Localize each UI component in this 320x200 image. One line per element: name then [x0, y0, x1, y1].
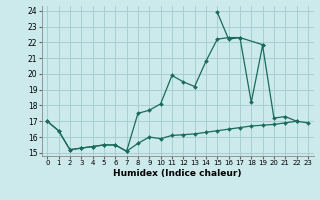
X-axis label: Humidex (Indice chaleur): Humidex (Indice chaleur) — [113, 169, 242, 178]
